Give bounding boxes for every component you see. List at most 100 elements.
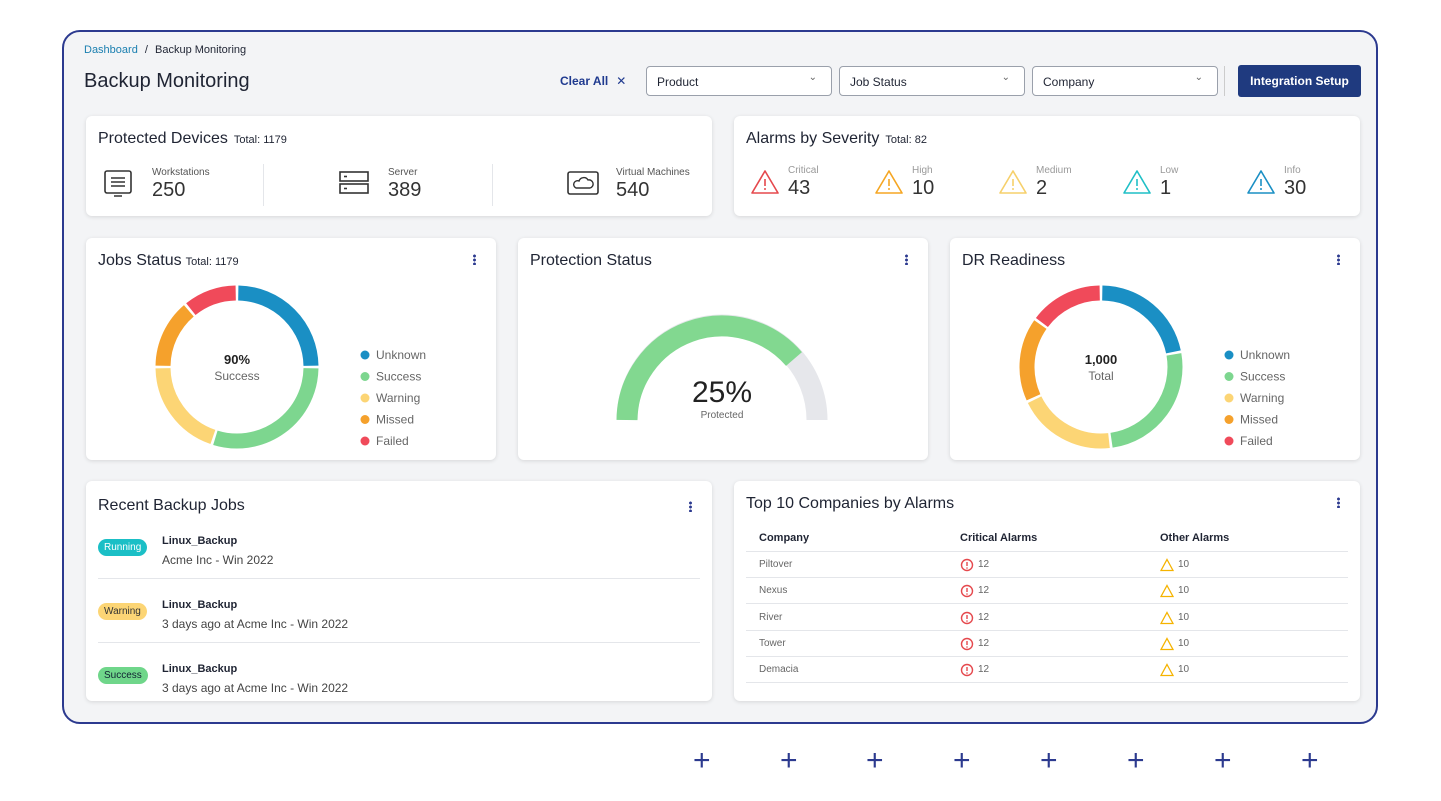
donut-segment [1019, 320, 1047, 401]
divider [1224, 66, 1225, 96]
donut-segment [1027, 396, 1110, 449]
alarm-label: Medium [1036, 165, 1072, 176]
device-value: 389 [388, 179, 422, 201]
device-value: 540 [616, 179, 650, 201]
separator [746, 551, 1348, 552]
integration-button[interactable]: Integration Setup [1238, 65, 1361, 97]
dr-readiness-card: DR Readiness Unknown Success Warning Missed… [950, 238, 1360, 460]
alarm-label: High [912, 165, 933, 176]
menu-button[interactable] [473, 254, 476, 265]
title-text: Alarms by Severity [746, 130, 880, 147]
card-title: Protection Status [530, 252, 652, 269]
breadcrumb-link[interactable]: Dashboard [84, 44, 138, 56]
legend-label: Warning [1240, 391, 1284, 405]
table-cell: 12 [978, 559, 990, 570]
separator [746, 682, 1348, 684]
donut-segment [186, 285, 237, 316]
warning-icon [1160, 610, 1174, 624]
alarm-label: Info [1284, 165, 1301, 176]
legend-dot [1224, 372, 1234, 381]
device-icon [104, 170, 132, 197]
total: Total: 82 [885, 134, 927, 146]
legend-dot [1224, 350, 1234, 360]
gauge-label: Protected [701, 410, 744, 421]
alarm-value: 2 [1036, 177, 1048, 199]
legend-label: Failed [1240, 434, 1273, 448]
alarm-label: Low [1160, 165, 1179, 176]
gauge: 25% Protected [616, 314, 828, 421]
alarm-value: 43 [788, 177, 811, 199]
filter-select[interactable]: Company [1032, 63, 1218, 96]
legend-label: Warning [376, 391, 420, 405]
filter-select[interactable]: Product [646, 63, 832, 96]
legend-label: Success [1240, 370, 1285, 384]
card-title: Alarms by Severity Total: 82 [746, 130, 927, 148]
donut-center-value: 1,000 [1085, 352, 1118, 367]
gauge-value: 25% [692, 376, 752, 409]
top-companies-card: Top 10 Companies by Alarms Company Critic… [734, 481, 1360, 701]
menu-button[interactable] [689, 501, 692, 512]
donut-segment [213, 367, 319, 449]
legend-label: Success [376, 370, 421, 384]
donut-center-label: Success [214, 369, 259, 383]
card-title: Protected Devices Total: 1179 [98, 130, 287, 148]
table-cell: 10 [1178, 559, 1190, 570]
jobs-status-card: Jobs Status Total: 1179 Unknown Success War… [86, 238, 496, 460]
gauge-fill [616, 315, 802, 421]
donut-chart: Unknown Success Warning Missed Failed 1,000 To… [1019, 285, 1290, 449]
device-value: 250 [152, 179, 186, 201]
donut-segment [1110, 353, 1183, 448]
device-label: Workstations [152, 167, 210, 178]
legend-dot [1224, 436, 1234, 446]
total: Total: 1179 [185, 256, 239, 268]
separator [746, 577, 1348, 578]
title-text: Jobs Status [98, 252, 182, 269]
table-cell: 12 [978, 637, 990, 649]
legend-dot [360, 393, 370, 403]
legend-dot [360, 415, 370, 424]
page-title: Backup Monitoring [84, 70, 250, 92]
device-icon [339, 171, 369, 194]
warning-icon [1160, 584, 1174, 598]
table-cell: 12 [978, 611, 990, 623]
recent-jobs-card: Recent Backup Jobs Running Linux_Backup Ac… [86, 481, 712, 701]
legend-dot [1224, 415, 1234, 424]
card-title: Recent Backup Jobs [98, 497, 245, 514]
card-title: Top 10 Companies by Alarms [746, 495, 955, 512]
menu-button[interactable] [1337, 254, 1340, 265]
donut-chart: Unknown Success Warning Missed Failed 90% Succ… [155, 285, 426, 449]
legend-label: Unknown [376, 348, 426, 362]
clear-all[interactable]: Clear All ✕ [560, 74, 627, 88]
status-pill: Success [98, 667, 148, 684]
column-header: Other Alarms [1160, 532, 1230, 544]
legend-dot [360, 436, 370, 446]
donut-segment [155, 367, 216, 445]
card-title: DR Readiness [962, 252, 1066, 269]
clear-all-label[interactable]: Clear All [560, 74, 609, 88]
device-label: Server [388, 167, 418, 178]
alarm-icon [1247, 170, 1275, 194]
total: Total: 1179 [233, 134, 287, 146]
alarms-card: Alarms by Severity Total: 82 Critical 43 Hi… [734, 116, 1360, 216]
plus-mark: + [866, 744, 884, 777]
plus-mark: + [1127, 744, 1145, 777]
menu-button[interactable] [905, 254, 908, 265]
filter-select[interactable]: Job Status [839, 63, 1025, 96]
critical-icon [960, 558, 974, 572]
table-cell: 12 [978, 664, 990, 676]
legend-label: Missed [1240, 413, 1278, 427]
divider [263, 164, 264, 206]
warning-icon [1160, 663, 1174, 677]
device-label: Virtual Machines [616, 167, 690, 178]
menu-button[interactable] [1337, 497, 1340, 508]
legend-dot [360, 372, 370, 381]
breadcrumb-current: Backup Monitoring [155, 44, 247, 56]
table-cell: 10 [1178, 611, 1190, 623]
alarm-value: 10 [912, 177, 935, 199]
card-title: Jobs Status Total: 1179 [98, 252, 239, 270]
table-cell: Nexus [759, 585, 788, 597]
plus-mark: + [953, 744, 971, 777]
donut-segment [1101, 285, 1181, 354]
plus-mark: + [1214, 744, 1232, 777]
